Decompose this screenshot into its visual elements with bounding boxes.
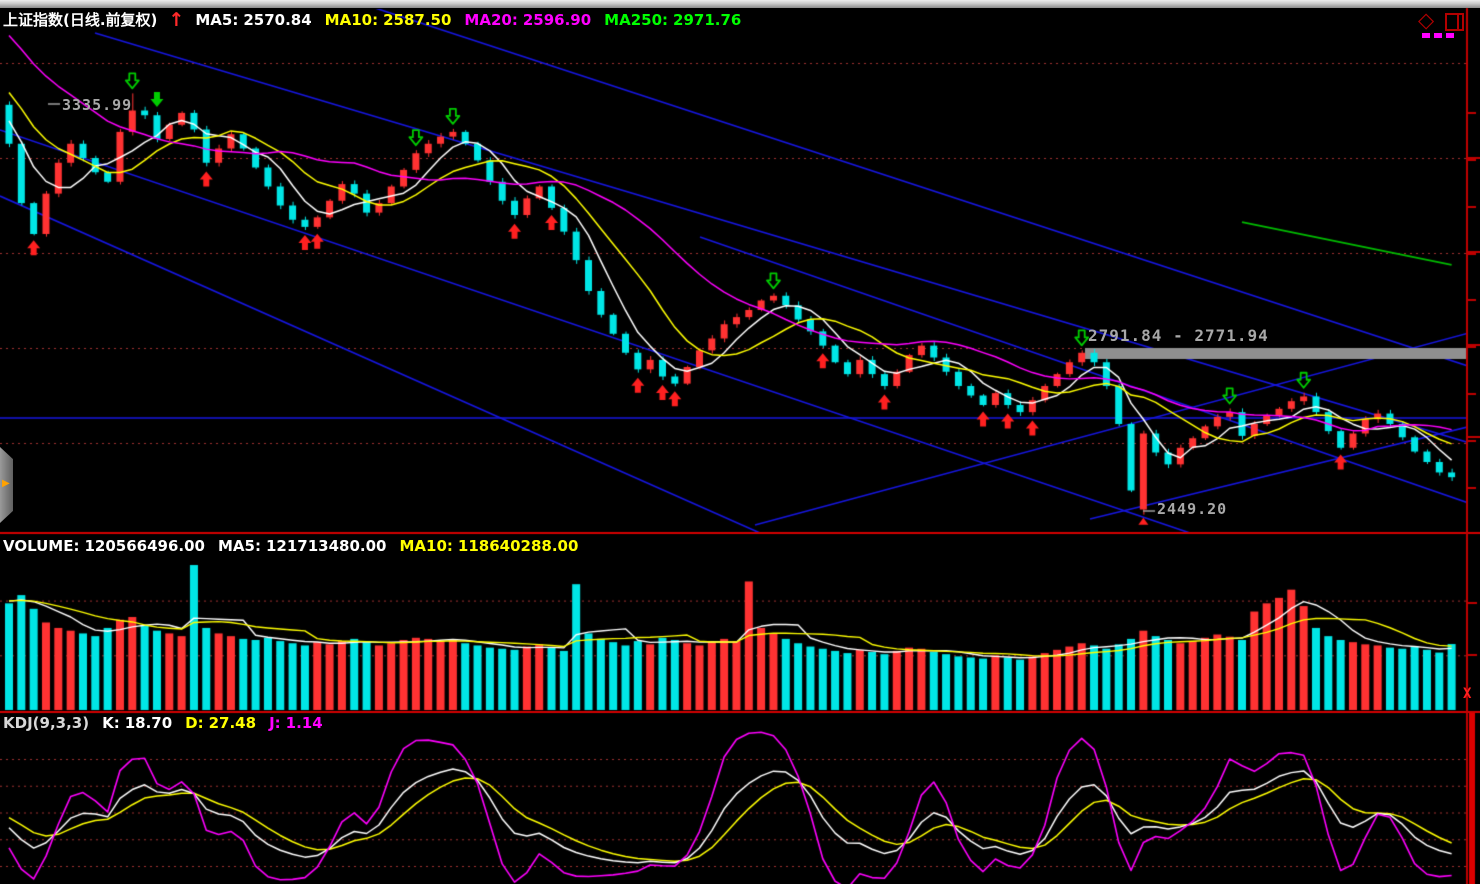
volume-readout: VOLUME: 120566496.00 <box>3 537 205 555</box>
kdj-k-readout: K: 18.70 <box>102 714 173 732</box>
ma20-readout: MA20: 2596.90 <box>464 10 592 29</box>
symbol-title: 上证指数(日线.前复权) <box>3 11 158 29</box>
kdj-j-readout: J: 1.14 <box>269 714 323 732</box>
gap-range-annotation: 2791.84 - 2771.94 <box>1088 326 1269 345</box>
volume-ma5-readout: MA5: 121713480.00 <box>218 537 387 555</box>
split-window-icon[interactable] <box>1445 13 1464 31</box>
ma250-readout: MA250: 2971.76 <box>604 10 742 29</box>
split-window-icon-divider <box>1457 15 1459 29</box>
window-top-edge <box>0 0 1480 8</box>
low-price-annotation: 2449.20 <box>1157 500 1228 518</box>
volume-ma10-readout: MA10: 118640288.00 <box>399 537 579 555</box>
expand-arrow-icon: ▶ <box>2 478 10 489</box>
price-pane-header: 上证指数(日线.前复权) ↑ MA5: 2570.84 MA10: 2587.50 … <box>3 9 741 30</box>
sidebar-expand-handle[interactable]: ▶ <box>0 447 13 523</box>
signal-up-arrow-icon: ↑ <box>168 8 185 31</box>
ma5-readout: MA5: 2570.84 <box>195 10 312 29</box>
drawing-handle-dots[interactable] <box>1422 33 1454 38</box>
kdj-indicator-label: KDJ(9,3,3) <box>3 714 90 732</box>
ma10-readout: MA10: 2587.50 <box>324 10 452 29</box>
kdj-d-readout: D: 27.48 <box>185 714 257 732</box>
close-pane-icon[interactable]: X <box>1463 686 1472 702</box>
kdj-pane-header: KDJ(9,3,3) K: 18.70 D: 27.48 J: 1.14 <box>3 714 323 732</box>
diamond-tool-icon[interactable]: ◇ <box>1418 8 1435 32</box>
volume-pane-header: VOLUME: 120566496.00 MA5: 121713480.00 MA1… <box>3 537 578 555</box>
peak-price-annotation: 3335.99 <box>62 96 133 114</box>
